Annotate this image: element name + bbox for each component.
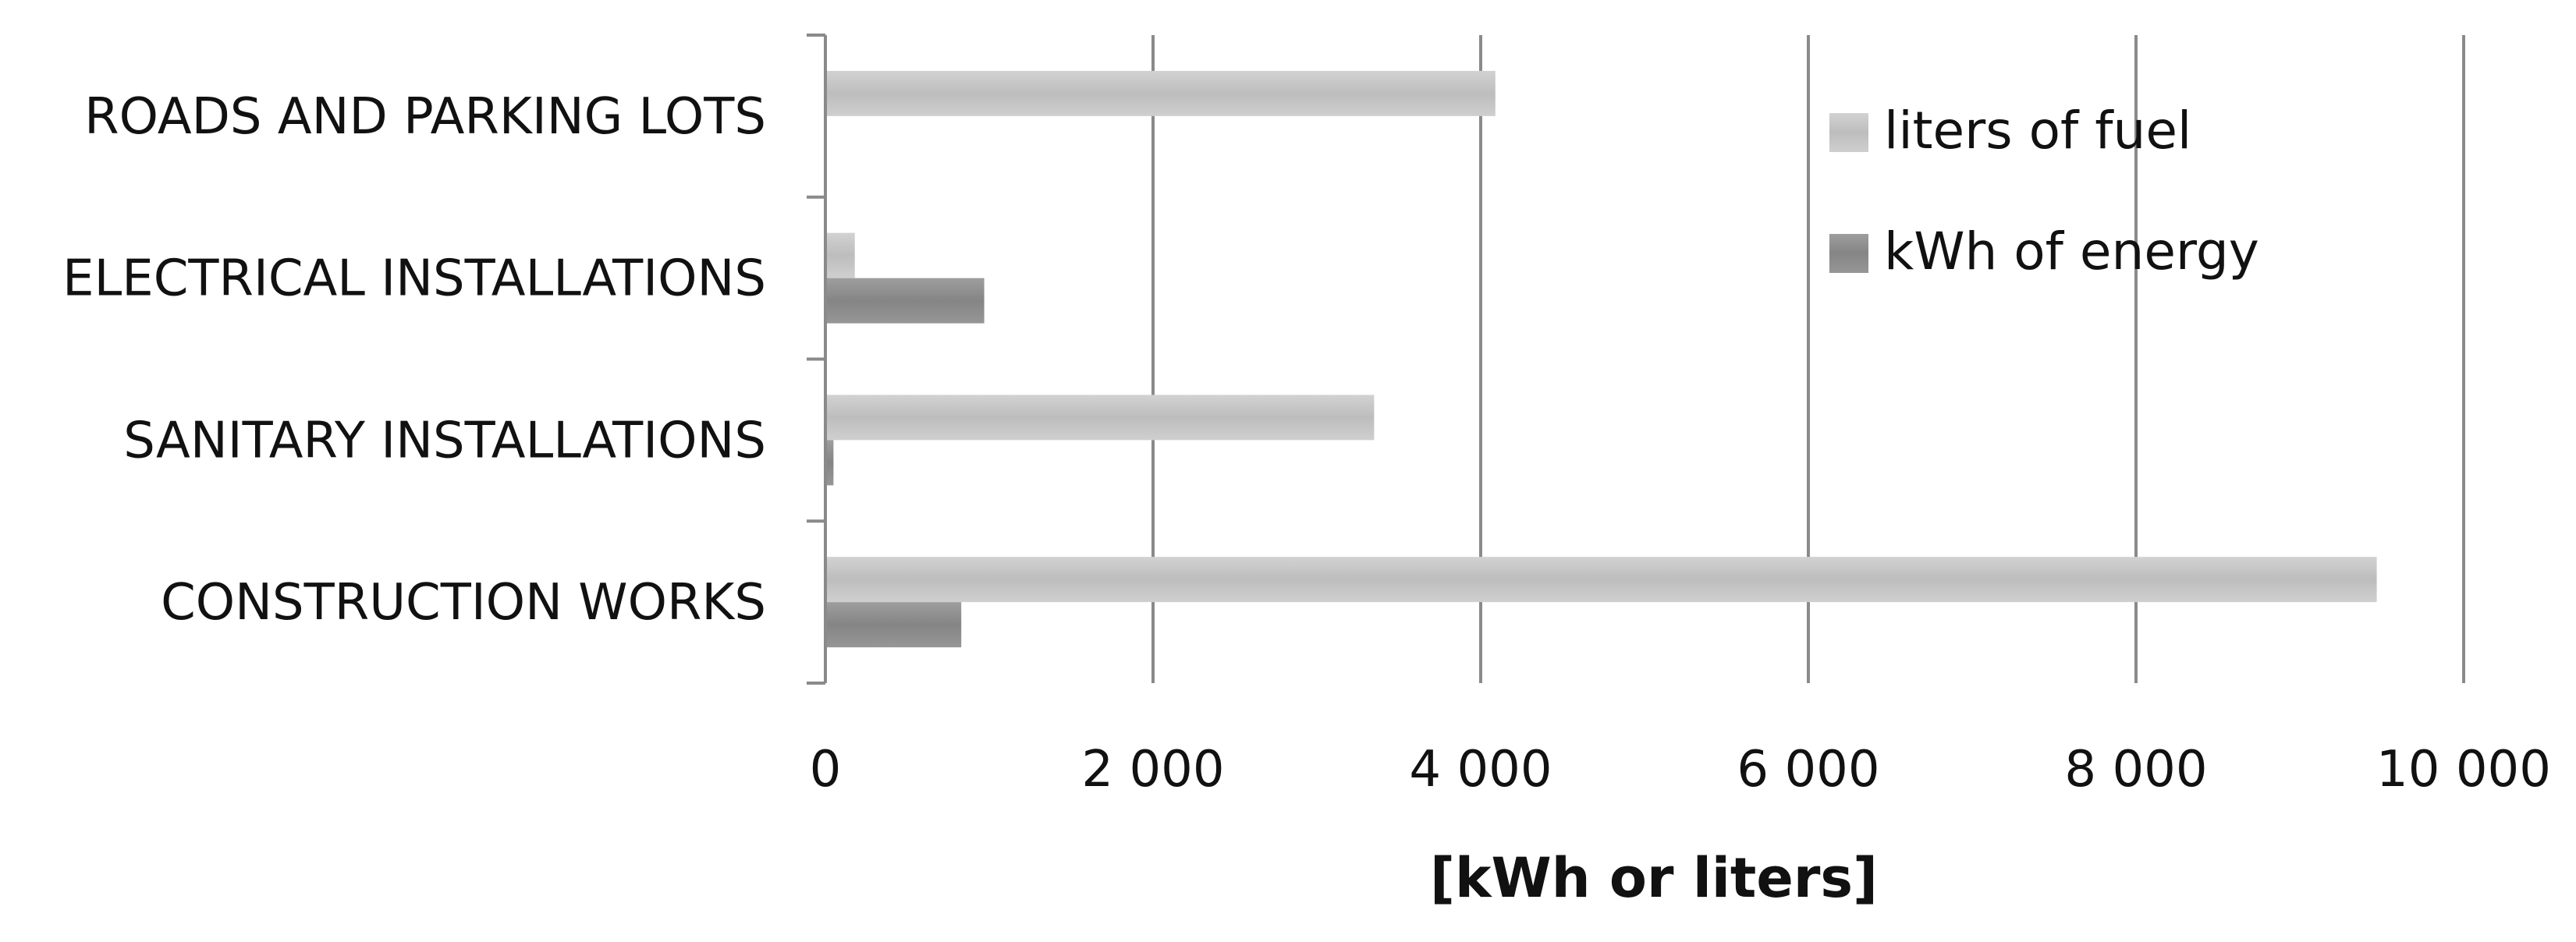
x-tick-labels: 0 2 000 4 000 6 000 8 000 10 000 [810, 741, 2551, 799]
legend: liters of fuel kWh of energy [1829, 101, 2259, 282]
legend-label: liters of fuel [1884, 101, 2191, 161]
category-label: SANITARY INSTALLATIONS [123, 412, 766, 469]
bar-fuel [827, 557, 2377, 603]
legend-swatch [1829, 113, 1868, 152]
x-tick-label: 6 000 [1737, 741, 1879, 799]
legend-label: kWh of energy [1884, 221, 2259, 282]
y-axis [807, 34, 827, 685]
bar-energy [827, 278, 985, 324]
category-label: ROADS AND PARKING LOTS [84, 88, 766, 146]
x-tick-label: 4 000 [1409, 741, 1552, 799]
bar-fuel [827, 70, 1496, 116]
x-tick-label: 0 [810, 741, 842, 799]
x-tick-label: 10 000 [2376, 741, 2551, 799]
x-tick-label: 2 000 [1081, 741, 1224, 799]
category-label: CONSTRUCTION WORKS [161, 574, 766, 632]
legend-swatch [1829, 234, 1868, 273]
bar-energy [827, 440, 834, 486]
bar-fuel [827, 232, 855, 278]
bars [827, 70, 2377, 648]
category-label: ELECTRICAL INSTALLATIONS [62, 250, 766, 308]
bar-fuel [827, 395, 1375, 441]
bar-energy [827, 602, 962, 648]
x-tick-label: 8 000 [2064, 741, 2207, 799]
x-axis-title: [kWh or liters] [1430, 846, 1878, 910]
category-labels: ROADS AND PARKING LOTS ELECTRICAL INSTALL… [62, 88, 766, 632]
